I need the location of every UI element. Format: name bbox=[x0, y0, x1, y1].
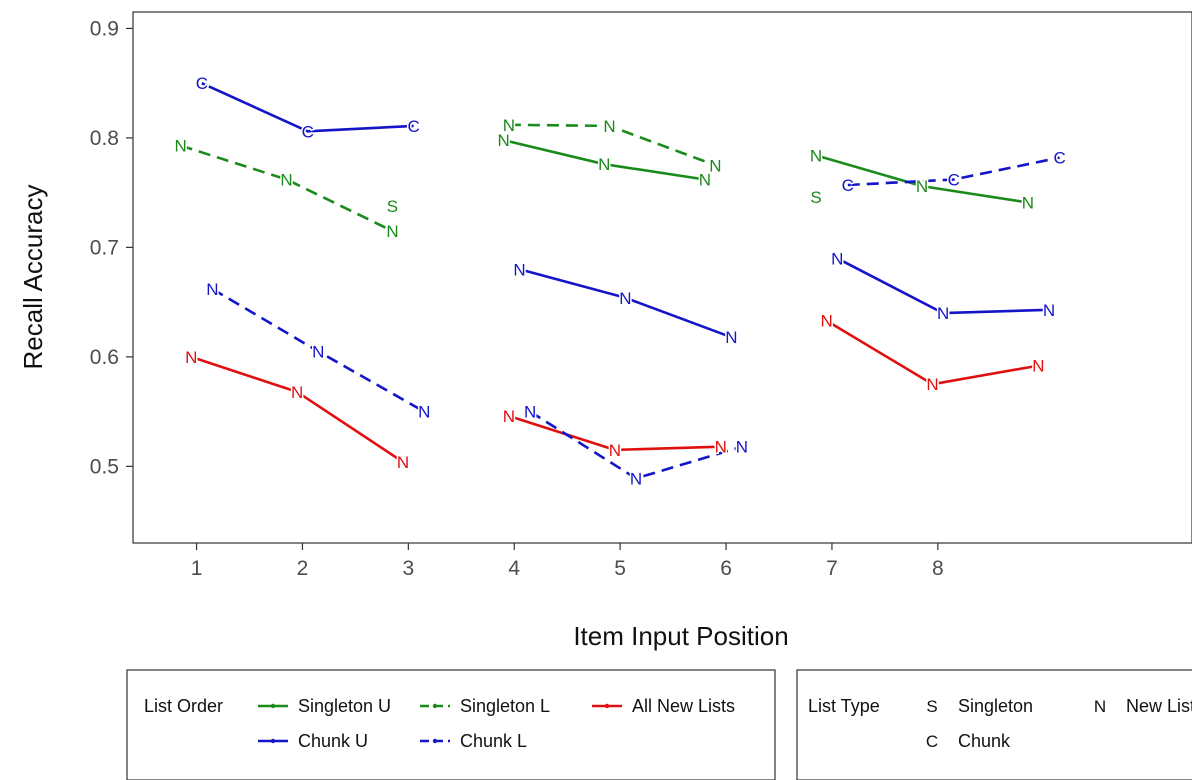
legend-entry-label: Chunk bbox=[958, 731, 1011, 751]
data-point-singleton: S bbox=[387, 197, 398, 216]
data-point-chunk-u: C bbox=[196, 74, 208, 93]
series-layer bbox=[180, 82, 1060, 480]
legend-key-dot bbox=[432, 703, 438, 709]
data-point-chunk-u: N bbox=[725, 328, 737, 347]
legend-list-order-title: List Order bbox=[144, 696, 223, 716]
data-point-singleton-u: N bbox=[699, 171, 711, 190]
legend-key-dot bbox=[432, 738, 438, 744]
data-point-chunk-u: N bbox=[619, 289, 631, 308]
series-line-singleton-u bbox=[815, 154, 1029, 204]
data-point-chunk-u: C bbox=[407, 117, 419, 136]
legend-key-dot bbox=[270, 703, 276, 709]
legend-list-order-box bbox=[126, 669, 776, 780]
data-point-all-new-lists: N bbox=[185, 348, 197, 367]
data-point-chunk-l: N bbox=[736, 438, 748, 457]
data-point-chunk-l: C bbox=[948, 171, 960, 190]
x-axis-title: Item Input Position bbox=[573, 621, 788, 651]
data-point-chunk-l: N bbox=[630, 469, 642, 488]
data-point-singleton-u: N bbox=[810, 146, 822, 165]
legend-symbol: N bbox=[1094, 697, 1106, 716]
data-point-chunk-l: C bbox=[842, 176, 854, 195]
data-point-chunk-u: C bbox=[302, 122, 314, 141]
legend-entry-label: Singleton L bbox=[460, 696, 550, 716]
data-point-all-new-lists: N bbox=[821, 312, 833, 331]
data-point-singleton-l: N bbox=[175, 137, 187, 156]
x-tick-label: 8 bbox=[932, 557, 944, 580]
data-point-chunk-u: N bbox=[831, 249, 843, 268]
series-line-chunk-u bbox=[836, 257, 1050, 315]
legend-key-dot bbox=[270, 738, 276, 744]
series-line-chunk-l bbox=[529, 410, 743, 480]
series-line-chunk-l bbox=[847, 156, 1060, 187]
x-axis: 1 2 3 4 5 6 7 8 bbox=[191, 543, 944, 580]
y-tick-label: 0.9 bbox=[90, 17, 119, 40]
legend-list-type: List Type S Singleton N New List C Chunk bbox=[796, 669, 1192, 780]
x-tick-label: 6 bbox=[720, 557, 732, 580]
series-line-chunk-l bbox=[211, 287, 425, 413]
data-point-all-new-lists: N bbox=[1032, 357, 1044, 376]
series-line-chunk-u bbox=[519, 268, 732, 339]
data-point-all-new-lists: N bbox=[397, 453, 409, 472]
series-line-all-new-lists bbox=[825, 319, 1039, 386]
data-point-singleton: S bbox=[810, 188, 821, 207]
legend-symbol: S bbox=[926, 697, 937, 716]
plot-panel bbox=[132, 11, 1192, 544]
data-point-chunk-l: N bbox=[206, 280, 218, 299]
data-point-all-new-lists: N bbox=[715, 438, 727, 457]
x-tick-label: 2 bbox=[297, 557, 309, 580]
x-tick-label: 5 bbox=[614, 557, 626, 580]
data-point-singleton-u: N bbox=[1022, 194, 1034, 213]
x-tick-label: 3 bbox=[402, 557, 414, 580]
data-point-all-new-lists: N bbox=[926, 375, 938, 394]
y-tick-label: 0.7 bbox=[90, 236, 119, 259]
data-point-singleton-l: N bbox=[386, 222, 398, 241]
series-line-all-new-lists bbox=[508, 414, 721, 452]
legend-entry-label: Chunk L bbox=[460, 731, 527, 751]
series-line-singleton-u bbox=[503, 138, 706, 181]
legend-entry-label: Singleton U bbox=[298, 696, 391, 716]
legend-entry-label: New List bbox=[1126, 696, 1192, 716]
legend-list-order: List Order Singleton U Singleton L All New… bbox=[126, 669, 776, 780]
legend-entry-label: Chunk U bbox=[298, 731, 368, 751]
data-point-singleton-l: N bbox=[503, 116, 515, 135]
x-tick-label: 7 bbox=[826, 557, 838, 580]
legend-entry-label: Singleton bbox=[958, 696, 1033, 716]
data-point-singleton-u: N bbox=[498, 131, 510, 150]
data-point-chunk-l: N bbox=[524, 403, 536, 422]
data-point-chunk-l: N bbox=[312, 342, 324, 361]
legend-list-type-box bbox=[796, 669, 1192, 780]
data-point-all-new-lists: N bbox=[291, 383, 303, 402]
series-line-chunk-u bbox=[201, 82, 414, 133]
data-point-all-new-lists: N bbox=[503, 407, 515, 426]
y-axis-title: Recall Accuracy bbox=[18, 185, 48, 370]
data-point-chunk-l: N bbox=[418, 403, 430, 422]
legend-entry-label: All New Lists bbox=[632, 696, 735, 716]
legend-list-type-title: List Type bbox=[808, 696, 880, 716]
data-point-all-new-lists: N bbox=[609, 441, 621, 460]
data-point-singleton-l: N bbox=[280, 171, 292, 190]
y-axis: 0.5 0.6 0.7 0.8 0.9 bbox=[90, 17, 133, 478]
data-point-singleton-u: N bbox=[916, 177, 928, 196]
data-point-chunk-u: N bbox=[937, 304, 949, 323]
data-point-chunk-u: N bbox=[513, 260, 525, 279]
data-point-singleton-u: N bbox=[598, 155, 610, 174]
x-tick-label: 1 bbox=[191, 557, 203, 580]
data-point-chunk-u: N bbox=[1043, 301, 1055, 320]
y-tick-label: 0.6 bbox=[90, 346, 119, 369]
legend-symbol: C bbox=[926, 732, 938, 751]
y-tick-label: 0.5 bbox=[90, 455, 119, 478]
series-line-all-new-lists bbox=[190, 355, 404, 464]
series-line-singleton-l bbox=[508, 123, 716, 167]
x-tick-label: 4 bbox=[508, 557, 520, 580]
legend-key-dot bbox=[604, 703, 610, 709]
data-point-singleton-l: N bbox=[603, 117, 615, 136]
y-tick-label: 0.8 bbox=[90, 127, 119, 150]
data-point-singleton-l: N bbox=[709, 156, 721, 175]
data-point-chunk-l: C bbox=[1053, 149, 1065, 168]
